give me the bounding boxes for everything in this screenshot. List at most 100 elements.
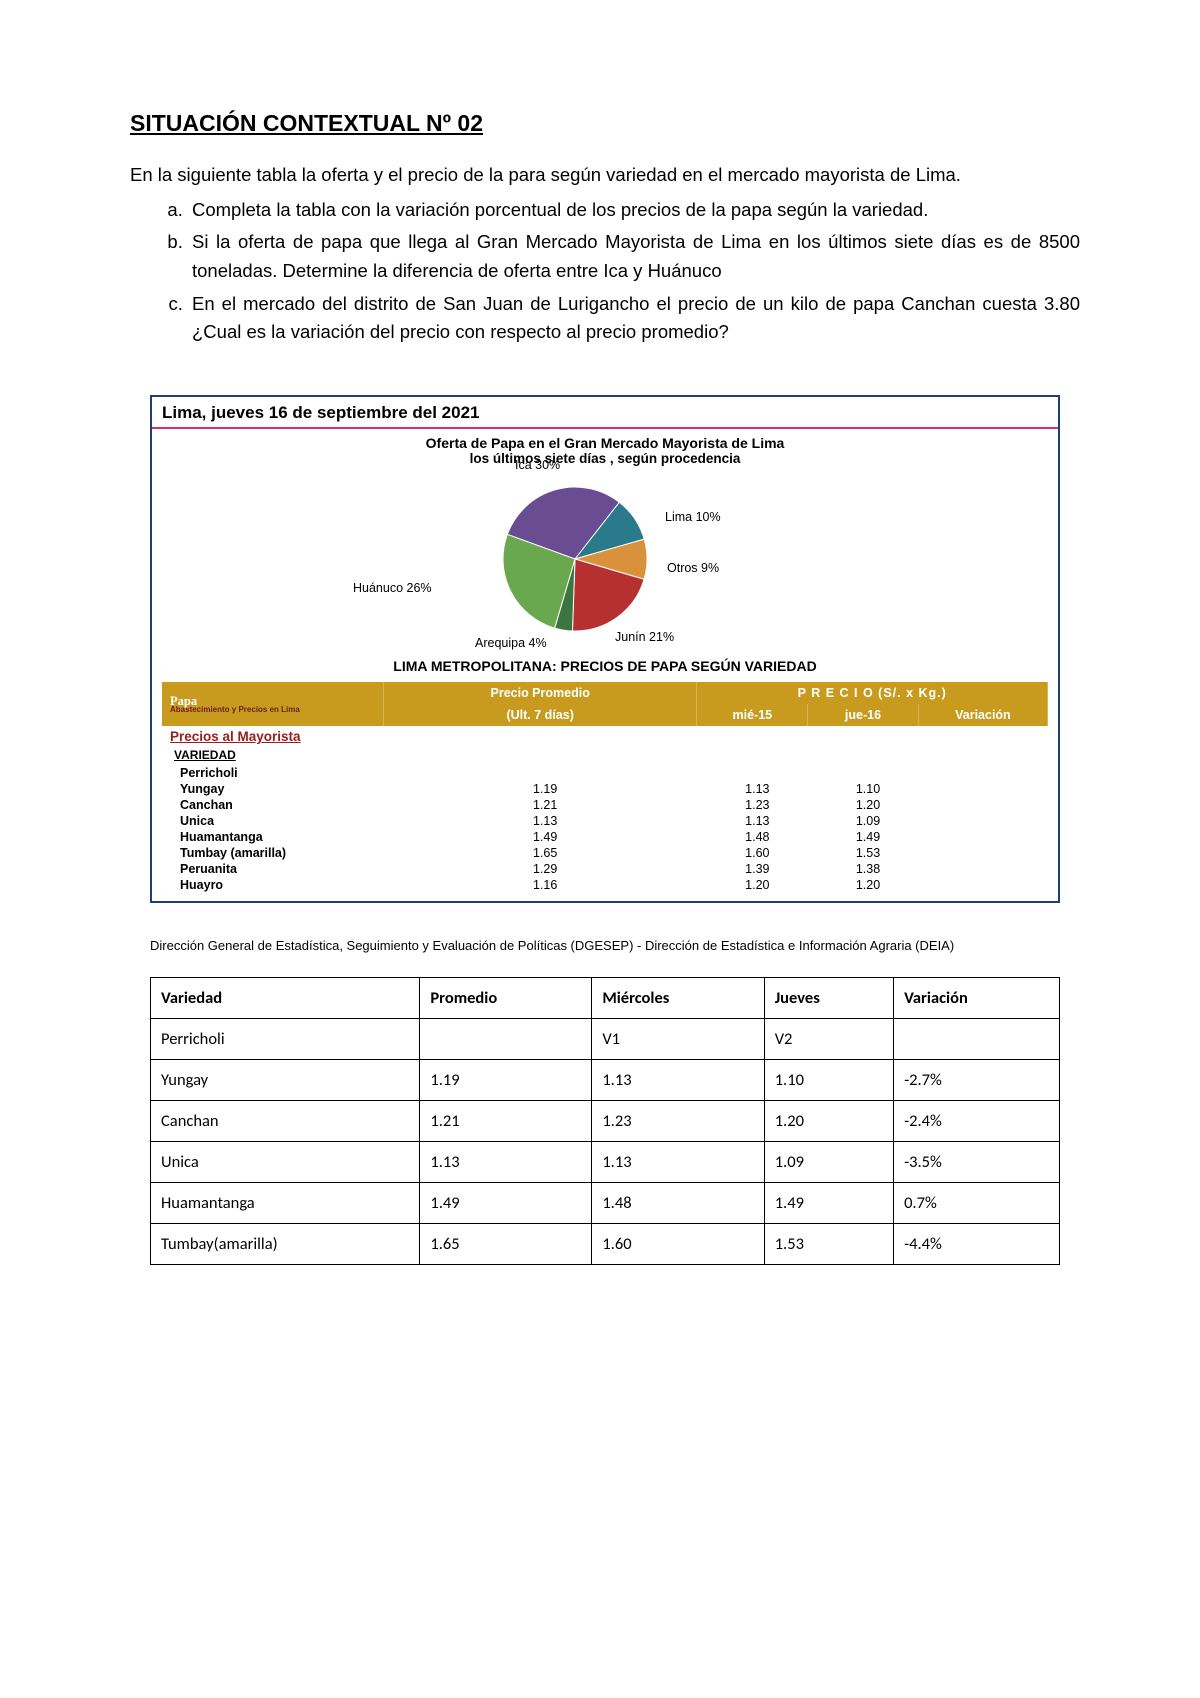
- answer-row: Unica1.131.131.09-3.5%: [151, 1142, 1060, 1183]
- answer-cell: 0.7%: [894, 1183, 1060, 1224]
- papa-sublabel: Abastecimiento y Precios en Lima: [170, 705, 375, 714]
- table-row: Perricholi: [162, 765, 1048, 781]
- answer-cell: 1.53: [764, 1224, 893, 1265]
- mie-cell: 1.13: [697, 781, 808, 797]
- answer-cell: 1.60: [592, 1224, 764, 1265]
- prom-cell: 1.19: [383, 781, 697, 797]
- variety-cell: Peruanita: [162, 861, 383, 877]
- pie-slice-label: Ica 30%: [515, 458, 560, 472]
- answer-cell: 1.48: [592, 1183, 764, 1224]
- answer-cell: [894, 1019, 1060, 1060]
- answer-cell: [420, 1019, 592, 1060]
- pie-title: Oferta de Papa en el Gran Mercado Mayori…: [162, 435, 1048, 451]
- price-table-wrap: Papa Abastecimiento y Precios en Lima Pr…: [152, 682, 1058, 901]
- section-label: Precios al Mayorista: [162, 726, 1048, 747]
- answer-col-header: Jueves: [764, 978, 893, 1019]
- answer-cell: V2: [764, 1019, 893, 1060]
- pie-subtitle: los últimos siete días , según procedenc…: [162, 451, 1048, 466]
- answer-cell: -2.7%: [894, 1060, 1060, 1101]
- answer-row: Huamantanga1.491.481.490.7%: [151, 1183, 1060, 1224]
- var-cell: [918, 877, 1047, 893]
- prom-cell: 1.16: [383, 877, 697, 893]
- answer-row: Canchan1.211.231.20-2.4%: [151, 1101, 1060, 1142]
- table-row: Huayro1.161.201.20: [162, 877, 1048, 893]
- page: SITUACIÓN CONTEXTUAL Nº 02 En la siguien…: [0, 0, 1200, 1698]
- variety-cell: Yungay: [162, 781, 383, 797]
- answer-cell: 1.49: [764, 1183, 893, 1224]
- jue-cell: 1.20: [808, 877, 919, 893]
- question-item: Completa la tabla con la variación porce…: [188, 196, 1080, 225]
- hdr-promedio: Precio Promedio: [383, 682, 697, 704]
- variedad-label: VARIEDAD: [162, 747, 1048, 765]
- variety-cell: Huayro: [162, 877, 383, 893]
- pie-slice-label: Lima 10%: [665, 510, 721, 524]
- answer-cell: 1.13: [420, 1142, 592, 1183]
- prom-cell: [383, 765, 697, 781]
- table-heading: LIMA METROPOLITANA: PRECIOS DE PAPA SEGÚ…: [162, 658, 1048, 674]
- question-item: En el mercado del distrito de San Juan d…: [188, 290, 1080, 347]
- jue-cell: 1.38: [808, 861, 919, 877]
- jue-cell: 1.49: [808, 829, 919, 845]
- prom-cell: 1.29: [383, 861, 697, 877]
- info-box: Lima, jueves 16 de septiembre del 2021 O…: [150, 395, 1060, 903]
- hdr-jue: jue-16: [808, 704, 919, 726]
- answer-cell: 1.13: [592, 1142, 764, 1183]
- answer-row: PerricholiV1V2: [151, 1019, 1060, 1060]
- answer-cell: 1.23: [592, 1101, 764, 1142]
- answer-col-header: Promedio: [420, 978, 592, 1019]
- answer-cell: 1.09: [764, 1142, 893, 1183]
- variety-cell: Tumbay (amarilla): [162, 845, 383, 861]
- answer-cell: 1.21: [420, 1101, 592, 1142]
- answer-cell: 1.65: [420, 1224, 592, 1265]
- mie-cell: 1.13: [697, 813, 808, 829]
- table-row: Tumbay (amarilla)1.651.601.53: [162, 845, 1048, 861]
- jue-cell: 1.20: [808, 797, 919, 813]
- variety-cell: Perricholi: [162, 765, 383, 781]
- table-row: Huamantanga1.491.481.49: [162, 829, 1048, 845]
- pie-section: Oferta de Papa en el Gran Mercado Mayori…: [152, 429, 1058, 682]
- answer-cell: Yungay: [151, 1060, 420, 1101]
- question-list: Completa la tabla con la variación porce…: [130, 196, 1080, 347]
- pie-slice-label: Otros 9%: [667, 561, 719, 575]
- jue-cell: 1.10: [808, 781, 919, 797]
- answer-cell: Huamantanga: [151, 1183, 420, 1224]
- question-item: Si la oferta de papa que llega al Gran M…: [188, 228, 1080, 285]
- answer-cell: 1.13: [592, 1060, 764, 1101]
- hdr-ult7: (Ult. 7 días): [383, 704, 697, 726]
- mie-cell: 1.48: [697, 829, 808, 845]
- table-row: Peruanita1.291.391.38: [162, 861, 1048, 877]
- pie-svg: [485, 474, 665, 644]
- answer-cell: -3.5%: [894, 1142, 1060, 1183]
- var-cell: [918, 797, 1047, 813]
- answer-row: Tumbay(amarilla)1.651.601.53-4.4%: [151, 1224, 1060, 1265]
- intro-text: En la siguiente tabla la oferta y el pre…: [130, 161, 1080, 190]
- mie-cell: 1.20: [697, 877, 808, 893]
- hdr-mie: mié-15: [697, 704, 808, 726]
- mie-cell: 1.60: [697, 845, 808, 861]
- answer-cell: 1.10: [764, 1060, 893, 1101]
- var-cell: [918, 813, 1047, 829]
- answer-table: VariedadPromedioMiércolesJuevesVariación…: [150, 977, 1060, 1265]
- var-cell: [918, 765, 1047, 781]
- answer-cell: Canchan: [151, 1101, 420, 1142]
- answer-cell: Unica: [151, 1142, 420, 1183]
- jue-cell: 1.53: [808, 845, 919, 861]
- table-row: Yungay1.191.131.10: [162, 781, 1048, 797]
- jue-cell: [808, 765, 919, 781]
- answer-cell: V1: [592, 1019, 764, 1060]
- table-row: Canchan1.211.231.20: [162, 797, 1048, 813]
- answer-row: Yungay1.191.131.10-2.7%: [151, 1060, 1060, 1101]
- hdr-var: Variación: [918, 704, 1047, 726]
- var-cell: [918, 845, 1047, 861]
- papa-cell: Papa Abastecimiento y Precios en Lima: [162, 682, 383, 726]
- box-header: Lima, jueves 16 de septiembre del 2021: [152, 397, 1058, 429]
- variety-cell: Unica: [162, 813, 383, 829]
- jue-cell: 1.09: [808, 813, 919, 829]
- pie-slice-label: Huánuco 26%: [353, 581, 432, 595]
- hdr-precio: P R E C I O (S/. x Kg.): [697, 682, 1048, 704]
- answer-cell: 1.20: [764, 1101, 893, 1142]
- answer-cell: -4.4%: [894, 1224, 1060, 1265]
- answer-col-header: Miércoles: [592, 978, 764, 1019]
- price-table: Papa Abastecimiento y Precios en Lima Pr…: [162, 682, 1048, 893]
- mie-cell: 1.39: [697, 861, 808, 877]
